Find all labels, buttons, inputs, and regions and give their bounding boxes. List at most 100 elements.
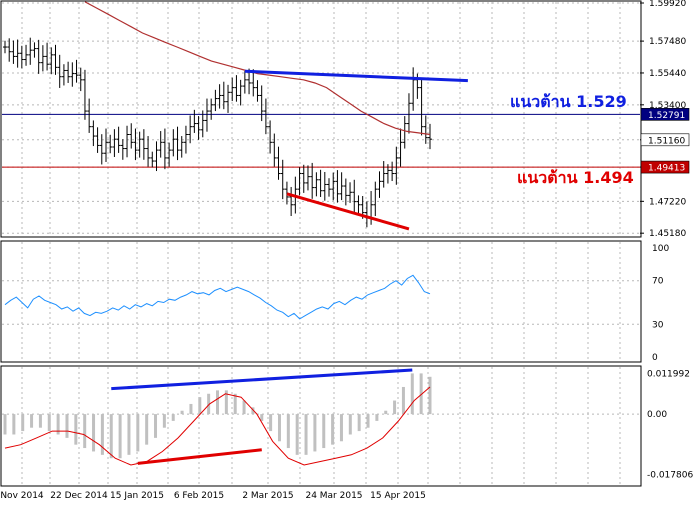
macd-histogram-bar — [30, 414, 34, 428]
ohlc-bar — [318, 169, 323, 197]
ohlc-bar — [11, 40, 16, 64]
ohlc-bar — [402, 116, 407, 149]
ohlc-bar — [221, 81, 226, 110]
macd-tick-label: 0.011992 — [647, 369, 690, 379]
ohlc-bar — [268, 120, 273, 154]
macd-histogram-bar — [233, 393, 237, 415]
moving-average-line — [84, 1, 431, 136]
price-tag — [640, 133, 690, 147]
ohlc-bar — [74, 59, 79, 83]
ohlc-bar — [322, 171, 327, 201]
macd-histogram-bar — [162, 414, 166, 428]
ohlc-bar — [385, 164, 390, 184]
ohlc-bar — [57, 54, 62, 88]
ohlc-bar — [137, 131, 142, 158]
ohlc-bar — [45, 42, 50, 71]
ohlc-bar — [251, 69, 256, 97]
ohlc-bar — [61, 64, 66, 86]
macd-histogram-bar — [92, 414, 96, 452]
ohlc-bar — [15, 39, 20, 68]
macd-histogram-bar — [366, 414, 370, 428]
macd-histogram-bar — [3, 414, 7, 435]
resistance-label-2: แนวต้าน 1.494 — [517, 168, 634, 187]
macd-signal-line — [4, 386, 431, 466]
ohlc-bar — [335, 170, 340, 203]
x-tick-label: 2 Mar 2015 — [242, 491, 293, 501]
ohlc-bar — [40, 45, 45, 72]
ohlc-bar — [230, 77, 235, 102]
macd-histogram-bar — [216, 390, 219, 415]
macd-histogram-bar — [419, 373, 423, 415]
ohlc-bar — [133, 128, 138, 161]
macd-histogram-bar — [100, 414, 104, 455]
ohlc-bar — [154, 141, 159, 172]
ohlc-bar — [373, 181, 378, 217]
ohlc-bar — [141, 129, 146, 160]
macd-histogram-bar — [224, 390, 228, 415]
ohlc-bar — [19, 45, 24, 69]
rsi-tick-label: 100 — [652, 244, 669, 254]
ohlc-bar — [419, 78, 424, 136]
ohlc-bar — [423, 115, 428, 144]
macd-histogram-bar — [251, 407, 255, 415]
macd-trendline — [111, 368, 413, 391]
ohlc-bar — [255, 80, 260, 102]
macd-histogram-bar — [313, 414, 317, 452]
ohlc-bar — [276, 146, 281, 180]
ohlc-bar — [36, 39, 41, 74]
ohlc-bar — [398, 128, 403, 167]
macd-histogram-bar — [12, 414, 16, 435]
macd-histogram-bar — [401, 386, 405, 415]
price-tick-label: 1.53400 — [649, 101, 686, 111]
macd-histogram-bar — [322, 414, 326, 449]
ohlc-bar — [390, 161, 395, 182]
x-tick-label: 24 Mar 2015 — [305, 491, 362, 501]
macd-histogram-bar — [83, 414, 87, 449]
rsi-tick-label: 30 — [652, 320, 664, 330]
macd-histogram-bar — [304, 414, 308, 455]
macd-histogram-bar — [384, 410, 388, 415]
ohlc-bar — [217, 84, 222, 109]
x-tick-label: 15 Jan 2015 — [110, 491, 164, 501]
price-tag-label: 1.49413 — [648, 164, 685, 174]
ohlc-bar — [179, 136, 184, 158]
price-tick-label: 1.55440 — [649, 69, 686, 79]
rsi-tick-label: 0 — [652, 353, 658, 363]
ohlc-bar — [327, 178, 332, 197]
ohlc-bar — [343, 178, 348, 206]
ohlc-bar — [129, 123, 134, 149]
macd-panel — [0, 365, 642, 487]
macd-histogram-bar — [171, 414, 175, 421]
ohlc-bar — [183, 125, 188, 154]
macd-histogram-bar — [207, 393, 211, 415]
x-tick-label: Nov 2014 — [0, 491, 44, 501]
ohlc-bar — [70, 62, 75, 87]
ohlc-bar — [200, 110, 205, 138]
ohlc-bar — [289, 186, 294, 217]
ohlc-bar — [259, 85, 264, 122]
ohlc-bar — [242, 71, 247, 94]
ohlc-bar — [234, 75, 239, 102]
resistance-label-1: แนวต้าน 1.529 — [510, 92, 627, 111]
ohlc-bar — [120, 139, 125, 160]
ohlc-bar — [171, 129, 176, 157]
ohlc-bar — [305, 165, 310, 191]
macd-histogram-bar — [393, 400, 397, 415]
ohlc-bar — [339, 172, 344, 201]
ohlc-bar — [78, 67, 83, 92]
ohlc-bar — [3, 40, 7, 54]
macd-histogram-bar — [295, 414, 299, 455]
ohlc-bar — [356, 195, 361, 214]
rsi-panel — [0, 240, 642, 363]
ohlc-bar — [28, 37, 33, 65]
macd-histogram-bar — [180, 410, 184, 415]
macd-histogram-bar — [277, 414, 281, 442]
price-tag — [640, 108, 690, 121]
macd-histogram-bar — [154, 414, 158, 438]
macd-histogram-bar — [47, 414, 51, 432]
macd-tick-label: 0.00 — [647, 410, 667, 420]
ohlc-bar — [352, 179, 357, 213]
ohlc-bar — [125, 125, 130, 158]
